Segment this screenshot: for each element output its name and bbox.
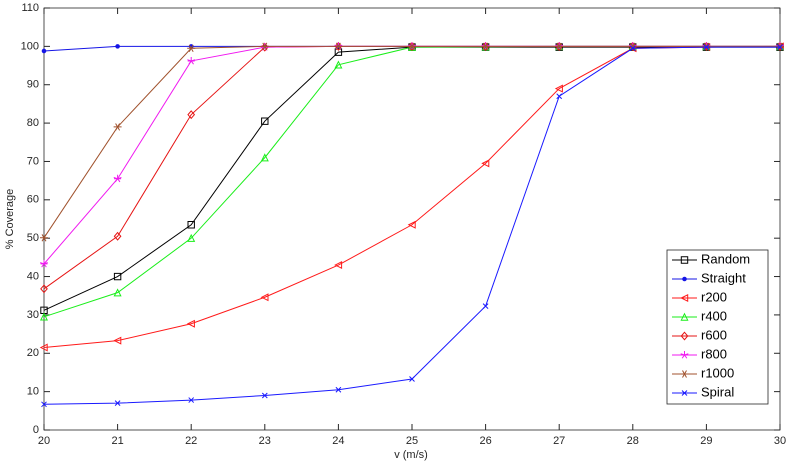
marker [409,376,415,382]
marker [39,343,48,352]
x-axis-label: v (m/s) [394,449,428,461]
marker [556,93,563,100]
marker [555,41,564,51]
legend-marker [680,312,689,321]
legend-box [666,249,769,405]
marker [187,56,196,65]
legend-label: Spiral [701,384,734,399]
legend-marker [680,370,689,378]
marker [41,401,47,408]
marker [114,400,121,406]
marker [334,261,343,270]
y-tick-label: 20 [27,347,39,359]
x-tick-label: 21 [111,435,123,447]
marker [187,44,196,52]
marker [481,42,490,51]
legend-label: r600 [701,327,727,342]
x-tick-label: 27 [553,435,565,447]
marker [261,117,269,125]
y-tick-label: 50 [27,232,39,244]
legend-marker [680,351,689,359]
marker [113,174,122,183]
y-tick-label: 110 [21,2,39,14]
marker [261,392,268,399]
legend-label: r1000 [701,365,734,380]
marker [555,42,564,51]
legend-label: r400 [701,308,727,323]
plot-area [43,7,781,431]
x-tick-label: 28 [627,435,639,447]
marker [115,44,120,49]
y-tick-label: 70 [27,155,39,167]
legend-label: r200 [701,289,727,304]
marker [407,220,416,229]
y-tick-label: 100 [21,40,39,52]
y-tick-label: 30 [27,309,39,321]
marker [260,293,269,302]
x-tick-label: 24 [332,435,344,447]
marker [40,284,48,294]
y-axis-label: % Coverage [4,189,16,250]
marker [187,110,196,120]
legend-marker [680,293,689,303]
marker [186,319,195,328]
marker [628,41,637,51]
marker [113,123,122,131]
marker [334,42,343,51]
marker [113,336,122,345]
y-tick-label: 0 [33,424,39,436]
marker [703,44,710,50]
marker [482,303,489,309]
marker [408,41,416,51]
marker [260,153,269,162]
marker [113,272,122,281]
x-tick-label: 30 [774,435,786,447]
legend-label: r800 [701,346,727,361]
x-tick-label: 20 [38,435,50,447]
marker [777,44,783,50]
marker [408,42,416,51]
y-tick-label: 90 [27,79,39,91]
legend-marker [680,331,689,341]
marker [39,312,49,321]
x-tick-label: 22 [185,435,197,447]
marker [334,60,343,69]
marker [481,159,490,168]
marker [481,41,490,51]
x-tick-label: 29 [700,435,712,447]
marker [187,221,195,229]
y-tick-label: 10 [27,386,39,398]
marker [113,288,122,297]
y-tick-label: 40 [27,270,39,282]
marker [334,41,343,51]
x-tick-label: 25 [406,435,418,447]
marker [187,233,196,242]
marker [260,42,269,51]
x-tick-label: 26 [479,435,491,447]
marker [40,234,48,242]
marker [554,84,563,93]
y-tick-label: 80 [27,117,39,129]
legend-marker [682,276,687,282]
x-tick-label: 23 [259,435,271,447]
marker [113,231,122,241]
marker [188,397,195,403]
marker [40,306,48,315]
legend-label: Random [701,251,750,266]
marker [335,386,342,393]
marker [40,259,48,268]
marker [41,48,47,54]
legend-marker [681,390,688,396]
legend-label: Straight [701,270,746,285]
y-tick-label: 60 [27,194,39,206]
legend-marker [680,256,689,264]
marker [629,45,636,52]
